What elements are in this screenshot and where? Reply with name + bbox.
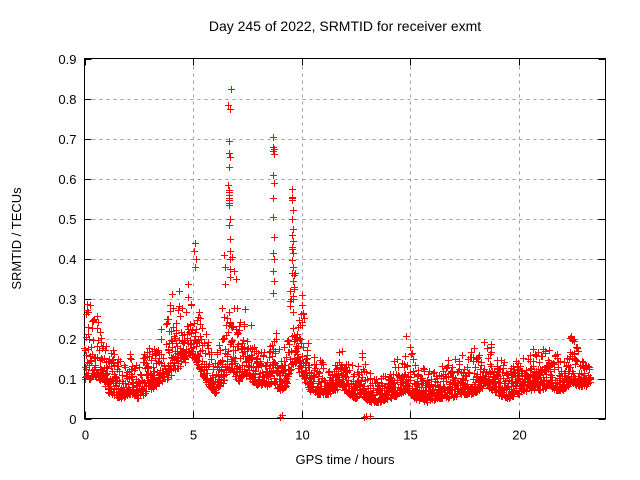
y-tick-label: 0.5: [58, 212, 76, 227]
x-tick-label: 15: [403, 428, 417, 443]
y-tick-label: 0.2: [58, 332, 76, 347]
y-tick-label: 0.8: [58, 92, 76, 107]
y-tick-label: 0.9: [58, 52, 76, 67]
scatter-plus-markers: [81, 86, 594, 421]
chart-title: Day 245 of 2022, SRMTID for receiver exm…: [209, 18, 481, 34]
x-tick-label: 10: [295, 428, 309, 443]
x-tick-label: 20: [512, 428, 526, 443]
plot-border: [84, 58, 606, 419]
y-axis-label: SRMTID / TECUs: [9, 187, 24, 290]
x-axis-label: GPS time / hours: [296, 452, 395, 467]
y-tick-label: 0.1: [58, 372, 76, 387]
tick-labels: 0 5 10 15 20 0 0.1 0.2 0.3 0.4 0.5 0.6 0.7 0.8 0.9: [58, 52, 526, 443]
y-tick-label: 0.4: [58, 252, 76, 267]
y-tick-label: 0.6: [58, 172, 76, 187]
axis-ticks: [84, 58, 606, 420]
y-tick-label: 0.7: [58, 132, 76, 147]
y-tick-label: 0: [69, 412, 76, 427]
x-tick-label: 0: [82, 428, 89, 443]
data-points-series: [81, 86, 594, 421]
x-tick-label: 5: [190, 428, 197, 443]
y-tick-label: 0.3: [58, 292, 76, 307]
